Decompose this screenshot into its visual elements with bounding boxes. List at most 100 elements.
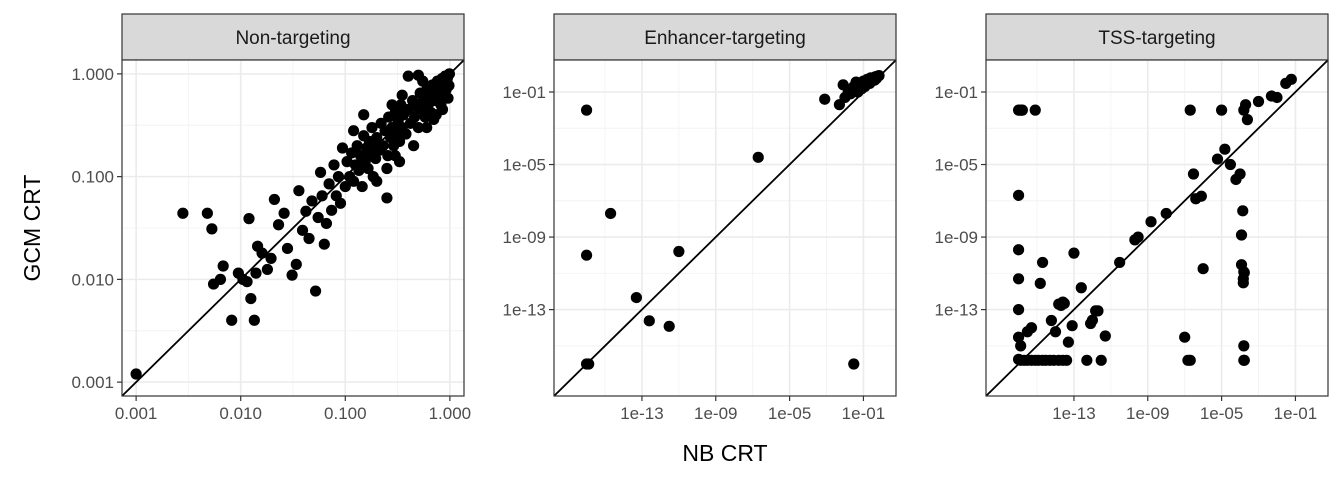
x-axis-title: NB CRT <box>682 440 767 466</box>
data-point <box>752 151 764 163</box>
data-point <box>1062 336 1074 348</box>
data-point <box>177 207 189 219</box>
data-point <box>1238 354 1250 366</box>
y-tick-label: 1e-09 <box>935 228 978 247</box>
data-point <box>336 142 349 154</box>
data-point <box>303 232 315 245</box>
data-point <box>318 238 330 250</box>
data-point <box>362 162 374 175</box>
panel-border <box>985 59 1329 397</box>
data-point <box>663 320 675 332</box>
data-point <box>409 111 421 123</box>
data-point <box>261 263 274 276</box>
data-point <box>396 89 408 101</box>
data-point <box>332 171 345 183</box>
data-point <box>1179 331 1191 343</box>
data-point <box>1237 205 1249 217</box>
data-point <box>309 285 322 297</box>
data-point <box>334 197 347 209</box>
plot-area <box>554 60 896 396</box>
x-tick-label: 0.001 <box>115 404 158 423</box>
data-point <box>353 164 365 176</box>
x-tick-label: 1e-05 <box>1200 404 1243 423</box>
data-point <box>583 358 595 370</box>
data-point <box>580 249 593 261</box>
data-point <box>286 269 298 281</box>
data-point <box>1237 277 1249 289</box>
data-point <box>1195 190 1207 202</box>
data-point <box>873 70 885 82</box>
data-point <box>443 79 455 92</box>
data-point <box>214 273 227 285</box>
data-point <box>408 140 420 152</box>
data-point <box>1132 231 1144 243</box>
data-point <box>630 291 642 304</box>
data-point <box>421 121 433 134</box>
data-point <box>1012 331 1025 343</box>
facet-strip <box>121 13 465 61</box>
data-point <box>243 213 255 225</box>
data-point <box>643 315 655 327</box>
data-point <box>130 368 142 380</box>
data-point <box>436 103 449 116</box>
facet-strip-label: Enhancer-targeting <box>644 28 806 49</box>
panel-border <box>121 59 465 397</box>
panel-0: Non-targeting 0.001 0.010 0.100 1.000 0.001 0.… <box>71 13 472 423</box>
data-point <box>245 292 257 305</box>
x-tick-label: 0.100 <box>324 404 367 423</box>
data-point <box>1029 104 1041 116</box>
data-point <box>1095 354 1107 366</box>
data-point <box>1016 104 1028 116</box>
data-point <box>1058 297 1070 309</box>
data-point <box>377 140 389 152</box>
data-point <box>250 267 262 279</box>
data-point <box>281 242 294 255</box>
data-point <box>1265 90 1278 102</box>
data-point <box>1285 73 1297 85</box>
data-point <box>1234 168 1246 180</box>
data-point <box>1197 263 1209 275</box>
x-tick-label: 1e-05 <box>768 404 811 423</box>
data-point <box>381 192 393 204</box>
y-axis-title: GCM CRT <box>19 175 45 282</box>
facet-strip-label: Non-targeting <box>235 28 350 49</box>
data-point <box>371 175 383 187</box>
y-tick-label: 1.000 <box>71 65 114 84</box>
data-point <box>1061 354 1073 366</box>
data-point <box>1012 189 1025 201</box>
data-point <box>201 207 213 219</box>
data-point <box>1012 303 1025 316</box>
data-point <box>366 121 378 134</box>
y-tick-label: 0.010 <box>71 270 114 289</box>
data-point <box>306 195 318 207</box>
data-point <box>1015 340 1027 352</box>
x-tick-label: 1.000 <box>429 404 472 423</box>
data-point <box>300 205 312 217</box>
data-point <box>1086 314 1099 326</box>
data-point <box>371 131 383 144</box>
identity-line <box>554 60 896 396</box>
data-point <box>293 185 305 197</box>
data-point <box>320 217 333 230</box>
identity-line <box>122 60 464 396</box>
data-point <box>604 207 617 220</box>
data-point <box>296 224 309 236</box>
y-tick-label: 1e-05 <box>503 156 546 175</box>
plot-area <box>122 60 464 396</box>
data-point <box>1092 305 1104 317</box>
data-point <box>1224 158 1237 171</box>
x-tick-label: 0.010 <box>219 404 262 423</box>
data-point <box>386 99 398 111</box>
facet-strip <box>985 13 1329 61</box>
data-point <box>580 104 593 116</box>
data-point <box>402 70 414 82</box>
y-tick-label: 1e-13 <box>503 301 546 320</box>
data-point <box>412 121 424 134</box>
data-point <box>412 69 424 81</box>
data-point <box>1045 314 1057 327</box>
plot-area <box>986 60 1328 396</box>
data-point <box>226 314 238 326</box>
data-point <box>351 140 363 152</box>
data-point <box>1238 266 1250 279</box>
